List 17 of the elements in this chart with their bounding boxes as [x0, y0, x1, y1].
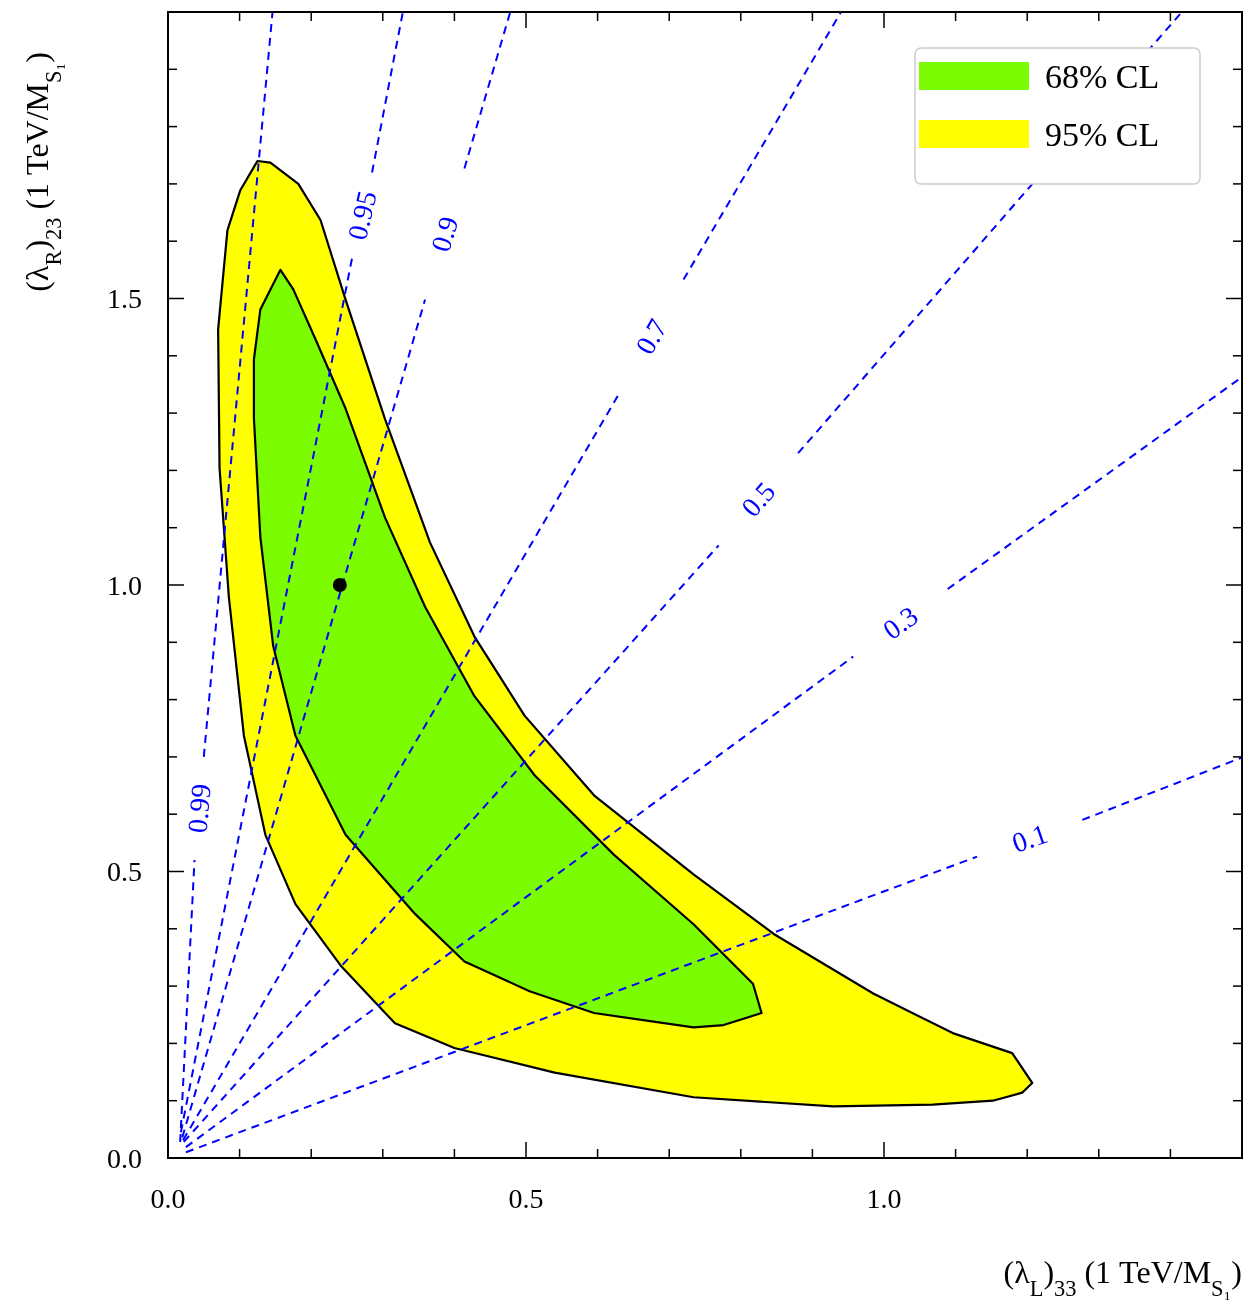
text: 0.5 [735, 475, 782, 523]
text: 0.99 [181, 782, 217, 835]
text: 0.1 [1008, 817, 1052, 859]
y-tick-label: 1.5 [107, 283, 142, 314]
x-tick-label: 0.5 [508, 1183, 544, 1214]
text: 0.7 [629, 313, 674, 360]
y-tick-label: 0.0 [107, 1142, 142, 1174]
text: 0.95 [341, 188, 383, 243]
x-tick-label: 1.0 [866, 1183, 902, 1214]
text: 0.3 [877, 600, 924, 646]
y-tick-label: 1.0 [107, 569, 142, 601]
x-axis-title: (λ$_{L}$)$_{33}$ (1 TeV/M$_{S₁}$) [1003, 1254, 1242, 1301]
legend-label: 68% CL [1045, 57, 1160, 95]
y-tick-label: 0.5 [107, 856, 142, 887]
text: 0.9 [424, 212, 465, 256]
x-tick-label: 0.0 [150, 1183, 186, 1214]
legend-label: 95% CL [1045, 115, 1160, 153]
